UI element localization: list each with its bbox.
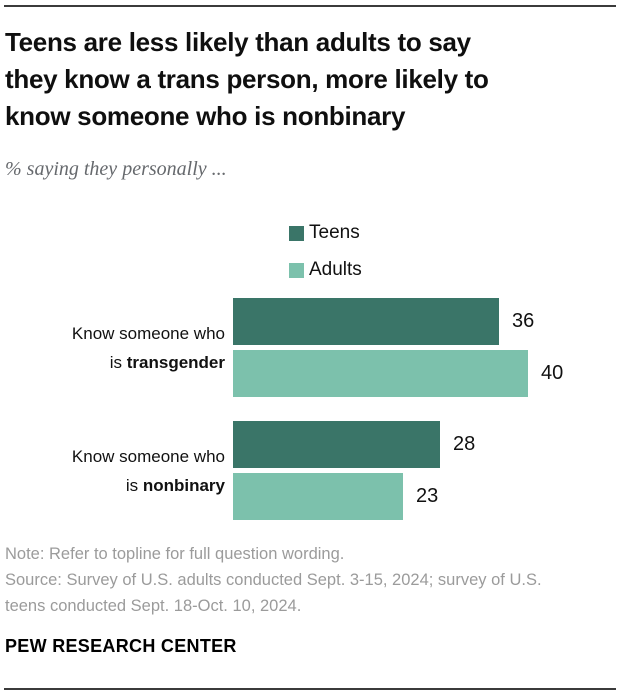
chart-title-line: know someone who is nonbinary — [5, 101, 406, 131]
chart-title: Teens are less likely than adults to say… — [5, 24, 615, 135]
bar-group: Know someone who is nonbinary 28 23 — [0, 421, 620, 520]
bar-row: 40 — [233, 350, 563, 397]
value-label: 36 — [512, 310, 535, 332]
pew-research-center-wordmark: PEW RESEARCH CENTER — [5, 636, 237, 656]
category-label: Know someone who is nonbinary — [71, 446, 225, 495]
chart-subtitle: % saying they personally ... — [5, 158, 227, 180]
category-label: Know someone who is transgender — [71, 323, 225, 372]
teens-swatch-icon — [289, 225, 304, 241]
chart-footnotes: Note: Refer to topline for full question… — [5, 541, 565, 619]
legend-label-teens: Teens — [309, 222, 360, 243]
legend-label-adults: Adults — [309, 259, 362, 280]
chart-title-line: they know a trans person, more likely to — [5, 64, 489, 94]
bar-adults — [233, 473, 403, 520]
value-label: 23 — [416, 485, 439, 507]
value-label: 40 — [541, 362, 564, 384]
bar-teens — [233, 298, 499, 345]
bar-adults — [233, 350, 528, 397]
adults-swatch-icon — [289, 262, 304, 278]
bar-row: 28 — [233, 421, 475, 468]
source-text: Source: Survey of U.S. adults conducted … — [5, 571, 542, 615]
bar-row: 36 — [233, 298, 563, 345]
chart-title-line: Teens are less likely than adults to say — [5, 27, 471, 57]
bottom-divider — [4, 688, 616, 690]
bar-group: Know someone who is transgender 36 40 — [0, 298, 620, 397]
bar-rows: 28 23 — [233, 421, 475, 525]
legend: Teens Adults — [289, 219, 362, 293]
legend-item-adults: Adults — [289, 256, 362, 284]
value-label: 28 — [453, 433, 476, 455]
bar-rows: 36 40 — [233, 298, 563, 402]
bar-teens — [233, 421, 440, 468]
top-divider — [4, 5, 616, 7]
note-text: Note: Refer to topline for full question… — [5, 545, 345, 563]
legend-item-teens: Teens — [289, 219, 362, 247]
bar-chart: Know someone who is transgender 36 40 Know s… — [0, 298, 620, 520]
bar-row: 23 — [233, 473, 475, 520]
